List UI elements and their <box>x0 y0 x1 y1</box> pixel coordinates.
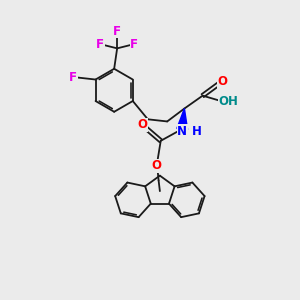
Text: N: N <box>177 125 187 138</box>
Polygon shape <box>177 109 188 130</box>
Text: H: H <box>192 125 202 138</box>
Text: F: F <box>69 71 77 84</box>
Text: F: F <box>113 25 121 38</box>
Text: OH: OH <box>218 94 238 107</box>
Text: O: O <box>138 118 148 131</box>
Text: O: O <box>218 75 227 88</box>
Text: F: F <box>96 38 104 51</box>
Text: O: O <box>151 160 161 172</box>
Text: F: F <box>130 38 138 51</box>
